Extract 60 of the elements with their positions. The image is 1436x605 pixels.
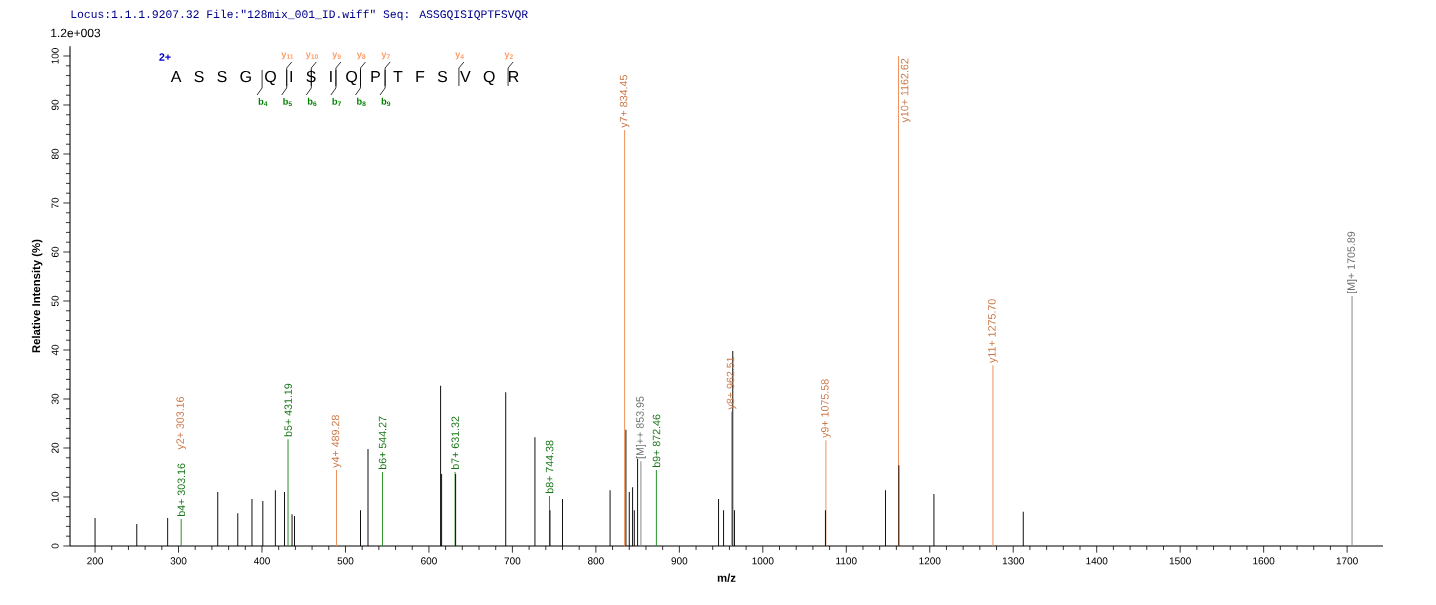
- y-tick-label: 60: [51, 246, 59, 258]
- annotation: y10+ 1162.62: [900, 58, 911, 123]
- x-tick-label: 700: [504, 557, 521, 565]
- x-tick-label: 400: [253, 557, 270, 565]
- x-tick-label: 1500: [1169, 557, 1191, 565]
- annotation: y$_{8}$: [356, 52, 366, 60]
- annotation: b6+ 544.27: [378, 416, 387, 470]
- annotation: y$_{11}$: [281, 52, 294, 60]
- y-tick-label: 0: [51, 543, 59, 549]
- annotation: b5+ 431.19: [284, 383, 292, 437]
- chart-title: Locus:1.1.1.9207.32 File:"128mix_001_ID.wiff" Seq: ASSGQISIQPTFSVQR: [71, 9, 528, 21]
- annotation: b9+ 872.46: [652, 414, 661, 468]
- annotation: y$_{2}$: [504, 52, 513, 60]
- y-tick-label: 20: [51, 442, 59, 454]
- annotation: y$_{4}$: [455, 52, 464, 60]
- x-tick-label: 200: [87, 557, 103, 565]
- x-tick-label: 1300: [1002, 557, 1024, 565]
- annotation: b$_{5}$: [283, 97, 292, 107]
- annotation: [M]++ 853.95: [635, 396, 646, 459]
- x-tick-label: 1400: [1086, 557, 1108, 565]
- annotation: b4+ 303.16: [177, 463, 186, 517]
- annotation: b$_{6}$: [307, 97, 317, 107]
- annotation: y7+ 834.45: [619, 75, 630, 128]
- annotation: y$_{9}$: [332, 52, 341, 60]
- y-tick-label: 30: [51, 393, 59, 405]
- y-tick-label: 10: [51, 491, 59, 502]
- y-tick-label: 100: [51, 48, 59, 64]
- annotation: y8+ 962.51: [726, 356, 737, 410]
- x-tick-label: 1600: [1253, 557, 1275, 565]
- x-tick-label: 800: [587, 557, 604, 565]
- annotation: y$_{10}$: [305, 52, 318, 60]
- annotation: y4+ 489.28: [331, 415, 342, 468]
- annotation: b$_{9}$: [381, 97, 391, 107]
- y-tick-label: 40: [51, 344, 59, 356]
- x-tick-label: 500: [337, 557, 354, 565]
- y-tick-label: 80: [51, 148, 59, 160]
- x-tick-label: 300: [170, 557, 187, 565]
- annotation: 2+: [159, 53, 171, 61]
- x-tick-label: 1700: [1336, 557, 1358, 565]
- x-tick-label: 900: [671, 557, 688, 565]
- x-tick-label: 600: [421, 557, 437, 565]
- annotation: b$_{8}$: [357, 97, 366, 107]
- x-tick-label: 1000: [752, 557, 774, 565]
- x-tick-label: 1200: [919, 557, 941, 565]
- annotation: b7+ 631.32: [451, 416, 459, 470]
- x-tick-label: 1100: [836, 557, 857, 565]
- y-tick-label: 70: [51, 197, 59, 209]
- annotation: [M]+ 1705.89: [1347, 231, 1357, 294]
- y-axis-title: Relative Intensity (%): [31, 239, 43, 353]
- text: 1.2e+003: [51, 28, 101, 38]
- x-axis-title: m/z: [717, 573, 736, 583]
- annotation: b8+ 744.38: [545, 440, 554, 494]
- annotation: b$_{7}$: [332, 97, 341, 107]
- y-tick-label: 90: [51, 99, 59, 111]
- y-tick-label: 50: [51, 295, 59, 307]
- annotation: y$_{7}$: [381, 52, 390, 60]
- annotation: b$_{4}$: [258, 97, 268, 107]
- annotation: y2+ 303.16: [176, 396, 186, 450]
- annotation: y11+ 1275.70: [988, 299, 998, 363]
- annotation: y9+ 1075.58: [821, 379, 831, 438]
